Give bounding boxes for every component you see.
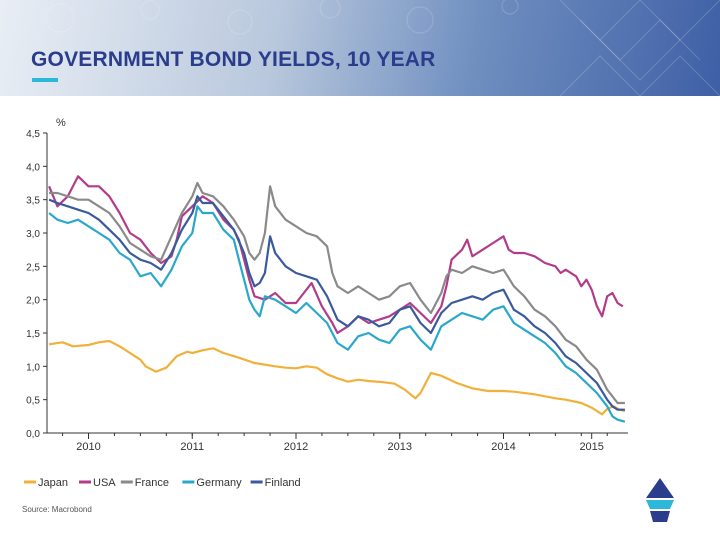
y-tick-label: 1,5 <box>26 329 40 340</box>
y-tick-label: 0,5 <box>26 396 40 407</box>
x-tick-label: 2011 <box>180 441 204 453</box>
legend-label-japan: Japan <box>38 477 68 489</box>
y-tick-label: 3,0 <box>26 229 40 240</box>
title-accent-bar <box>32 78 58 82</box>
y-axis-unit-label: % <box>56 117 66 129</box>
brand-logo-icon <box>646 478 674 522</box>
y-tick-label: 1,0 <box>26 362 40 373</box>
legend-label-france: France <box>135 477 169 489</box>
x-tick-label: 2012 <box>284 441 308 453</box>
series-line-finland <box>48 195 625 411</box>
series-line-usa <box>48 175 624 335</box>
y-tick-label: 3,5 <box>26 196 40 207</box>
legend-label-usa: USA <box>93 477 116 489</box>
title-banner: GOVERNMENT BOND YIELDS, 10 YEAR <box>0 0 720 96</box>
x-tick-label: 2015 <box>579 441 603 453</box>
y-tick-label: 2,5 <box>26 262 40 273</box>
y-tick-label: 2,0 <box>26 296 40 307</box>
page-title: GOVERNMENT BOND YIELDS, 10 YEAR <box>31 48 436 71</box>
x-tick-label: 2013 <box>388 441 412 453</box>
banner-decoration <box>45 0 720 96</box>
bond-yield-chart: % 0,0 0,5 1,0 1,5 2,0 2,5 3,0 3,5 4,0 4,5 2010 2011 2… <box>24 117 628 489</box>
x-tick-label: 2010 <box>76 441 100 453</box>
source-note: Source: Macrobond <box>22 505 92 514</box>
series-line-france <box>49 181 625 405</box>
series-line-japan <box>48 339 626 416</box>
y-tick-label: 4,5 <box>26 129 40 140</box>
x-tick-label: 2014 <box>491 441 515 453</box>
legend-label-germany: Germany <box>196 477 242 489</box>
series-line-germany <box>48 205 626 423</box>
legend-label-finland: Finland <box>265 477 301 489</box>
y-tick-label: 0,0 <box>26 429 40 440</box>
y-tick-label: 4,0 <box>26 162 40 173</box>
